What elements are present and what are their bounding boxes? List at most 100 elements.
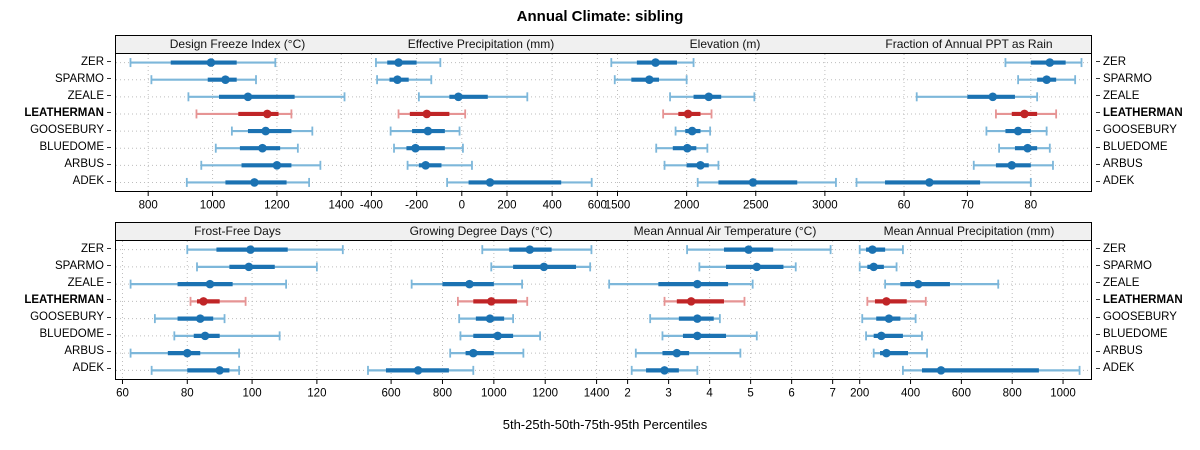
median-dot <box>393 75 402 84</box>
site-labels-left-row2: ZER SPARMO ZEALE LEATHERMAN GOOSEBURY BLUEDOM… <box>0 240 111 377</box>
panel-x-axis: 200 400 600 800 1000 <box>850 379 1076 400</box>
median-dot <box>704 92 714 102</box>
y-axis-tick <box>107 95 111 97</box>
site-label-text: ZEALE <box>1103 276 1140 289</box>
site-label-text: ADEK <box>72 175 104 188</box>
median-dot <box>394 58 403 67</box>
site-label-text: SPARMO <box>1103 259 1152 272</box>
panel-strip-title: Growing Degree Days (°C) <box>359 223 603 241</box>
median-dot <box>686 297 696 306</box>
median-dot <box>244 262 254 272</box>
site-label-text: SPARMO <box>1103 72 1152 85</box>
panel-plot <box>603 241 847 379</box>
y-axis-tick <box>107 180 111 182</box>
median-dot <box>882 297 891 306</box>
panel-x-axis: 600 800 1000 1200 1400 <box>382 379 609 400</box>
x-axis-tick-label: 80 <box>1024 200 1037 212</box>
panel-x-axis: 2 3 4 5 6 7 <box>624 379 836 400</box>
y-axis-tick <box>107 265 111 267</box>
median-dot <box>744 245 753 254</box>
x-axis-tick-label: 600 <box>952 388 971 400</box>
site-labels-left-row1: ZER SPARMO ZEALE LEATHERMAN GOOSEBURY BLUEDOM… <box>0 53 111 190</box>
median-dot <box>645 75 654 84</box>
panel-plot <box>847 54 1091 191</box>
y-axis-tick <box>107 129 111 131</box>
panel-strip-title: Mean Annual Air Temperature (°C) <box>603 223 847 241</box>
x-axis-tick-label: 200 <box>850 388 869 400</box>
site-label-text: GOOSEBURY <box>30 311 104 324</box>
median-dot <box>272 161 282 170</box>
panel-x-axis: 60 70 80 <box>898 191 1037 212</box>
chart-title: Annual Climate: sibling <box>516 8 684 25</box>
median-dot <box>413 366 423 375</box>
x-axis-tick-label: 5 <box>747 388 753 400</box>
x-axis-tick-label: 1400 <box>329 200 355 212</box>
median-dot <box>868 245 877 254</box>
site-label-text: ARBUS <box>64 158 104 171</box>
site-label-text: LEATHERMAN <box>24 106 104 119</box>
site-label-sparmo: SPARMO <box>0 257 111 274</box>
x-axis-tick-label: 800 <box>139 200 158 212</box>
x-axis-tick-label: 6 <box>788 388 794 400</box>
median-dot <box>486 297 496 306</box>
y-axis-tick <box>107 316 111 318</box>
median-dot <box>988 92 998 102</box>
y-axis-tick <box>107 163 111 165</box>
site-label-text: ZEALE <box>67 89 104 102</box>
median-dot <box>869 262 878 272</box>
panel-strip-title: Frost-Free Days <box>116 223 359 241</box>
y-axis-tick <box>1096 129 1100 131</box>
site-label-goosebury: GOOSEBURY <box>1096 122 1200 139</box>
panel-plot <box>847 241 1091 379</box>
y-axis-tick <box>107 112 111 114</box>
site-label-adek: ADEK <box>0 360 111 377</box>
median-dot <box>250 178 259 187</box>
site-label-zer: ZER <box>1096 240 1200 257</box>
site-label-bluedome: BLUEDOME <box>0 139 111 156</box>
panel-growing-degree-days-c: Growing Degree Days (°C) <box>359 222 604 380</box>
panel-effective-precipitation-mm: Effective Precipitation (mm) <box>359 35 604 192</box>
panel-plot <box>116 241 359 379</box>
site-label-sparmo: SPARMO <box>0 70 111 87</box>
y-axis-tick <box>107 146 111 148</box>
x-axis-tick-label: 1200 <box>264 200 290 212</box>
site-label-text: LEATHERMAN <box>24 293 104 306</box>
y-axis-tick <box>107 350 111 352</box>
median-dot <box>215 366 224 375</box>
median-dot <box>693 331 702 341</box>
site-label-text: LEATHERMAN <box>1103 293 1183 306</box>
site-label-text: SPARMO <box>55 72 104 85</box>
site-label-goosebury: GOOSEBURY <box>0 309 111 326</box>
x-axis-tick-label: 7 <box>829 388 835 400</box>
median-dot <box>468 348 478 358</box>
site-label-zeale: ZEALE <box>0 87 111 104</box>
median-dot <box>493 331 502 341</box>
x-axis-tick-label: 2 <box>624 388 630 400</box>
site-label-zer: ZER <box>1096 53 1200 70</box>
median-dot <box>687 126 697 136</box>
x-axis-tick-label: 4 <box>706 388 713 400</box>
median-dot <box>1042 75 1051 84</box>
site-label-text: BLUEDOME <box>1103 328 1168 341</box>
median-dot <box>877 331 886 341</box>
panel-frost-free-days: Frost-Free Days <box>115 222 360 380</box>
median-dot <box>454 92 463 102</box>
panel-x-axis: -400 -200 0 200 400 600 <box>360 191 607 212</box>
x-axis-tick-label: 1400 <box>584 388 610 400</box>
site-label-text: ZER <box>81 55 104 68</box>
site-label-zer: ZER <box>0 240 111 257</box>
x-axis-tick-label: 1000 <box>1050 388 1076 400</box>
site-label-text: ZER <box>1103 55 1126 68</box>
site-label-text: ADEK <box>1103 362 1135 375</box>
site-label-arbus: ARBUS <box>0 343 111 360</box>
median-dot <box>882 348 891 358</box>
site-label-text: ZER <box>1103 242 1126 255</box>
panel-mean-annual-precipitation-mm: Mean Annual Precipitation (mm) <box>847 222 1092 380</box>
median-dot <box>262 109 272 119</box>
site-label-text: ARBUS <box>1103 345 1143 358</box>
median-dot <box>421 161 430 170</box>
site-label-bluedome: BLUEDOME <box>0 326 111 343</box>
median-dot <box>1013 126 1023 136</box>
x-axis-tick-label: 1200 <box>532 388 558 400</box>
y-axis-tick <box>107 299 111 301</box>
